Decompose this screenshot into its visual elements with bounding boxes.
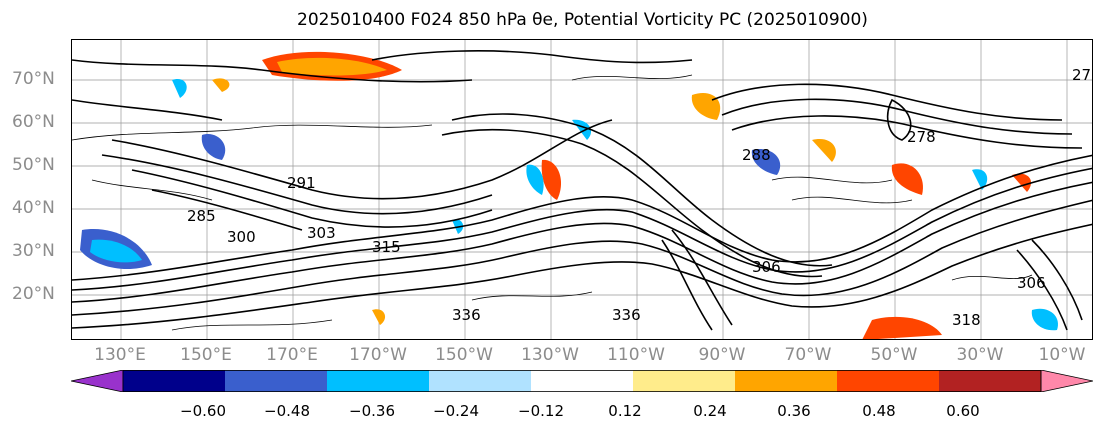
colorbar-tick-label: 0.60 bbox=[946, 402, 980, 420]
colorbar-segment bbox=[837, 370, 940, 392]
lon-label-50w: 50°W bbox=[870, 345, 918, 365]
lon-label-110w: 110°W bbox=[607, 345, 665, 365]
colorbar-segment bbox=[225, 370, 328, 392]
lat-label-60n: 60°N bbox=[12, 112, 55, 132]
colorbar-segment bbox=[735, 370, 838, 392]
colorbar-tick-label: 0.24 bbox=[693, 402, 727, 420]
pv-fill-patches bbox=[80, 51, 1058, 339]
contour-label-336-b: 336 bbox=[612, 306, 641, 324]
lon-label-130w: 130°W bbox=[521, 345, 579, 365]
lon-label-150e: 150°E bbox=[180, 345, 232, 365]
colorbar-tick-label: −0.12 bbox=[518, 402, 564, 420]
contour-label-300: 300 bbox=[227, 228, 256, 246]
theta-e-contours bbox=[72, 50, 1092, 331]
lon-label-90w: 90°W bbox=[698, 345, 746, 365]
lon-label-10w: 10°W bbox=[1038, 345, 1086, 365]
lon-label-170e: 170°E bbox=[266, 345, 318, 365]
colorbar bbox=[70, 369, 1094, 393]
contour-label-306-b: 306 bbox=[1017, 274, 1046, 292]
map-canvas: 285 291 300 303 315 336 336 318 306 279 … bbox=[72, 40, 1093, 339]
theta-e-fine-contours bbox=[72, 74, 1033, 331]
colorbar-segment bbox=[123, 370, 226, 392]
contour-label-303: 303 bbox=[307, 224, 336, 242]
map-title-text: 2025010400 F024 850 hPa θe, Potential Vo… bbox=[297, 10, 868, 30]
colorbar-segment bbox=[633, 370, 736, 392]
map-panel: 285 291 300 303 315 336 336 318 306 279 … bbox=[71, 39, 1093, 340]
colorbar-segment bbox=[939, 370, 1042, 392]
colorbar-tick-label: 0.12 bbox=[608, 402, 642, 420]
colorbar-frame bbox=[122, 370, 1042, 393]
lat-label-50n: 50°N bbox=[12, 155, 55, 175]
colorbar-tick-label: −0.36 bbox=[349, 402, 395, 420]
colorbar-segment bbox=[531, 370, 634, 392]
colorbar-tick-label: −0.60 bbox=[180, 402, 226, 420]
lon-label-170w: 170°W bbox=[349, 345, 407, 365]
lat-label-20n: 20°N bbox=[12, 284, 55, 304]
colorbar-canvas bbox=[70, 369, 1094, 393]
contour-label-306-a: 306 bbox=[752, 258, 781, 276]
lon-label-30w: 30°W bbox=[956, 345, 1004, 365]
contour-label-288: 288 bbox=[742, 146, 771, 164]
colorbar-extend-low bbox=[70, 369, 124, 393]
contour-label-285: 285 bbox=[187, 207, 216, 225]
lat-label-30n: 30°N bbox=[12, 241, 55, 261]
contour-label-279: 279 bbox=[1072, 66, 1093, 84]
colorbar-segment bbox=[327, 370, 430, 392]
colorbar-extend-high bbox=[1040, 369, 1094, 393]
lon-label-150w: 150°W bbox=[435, 345, 493, 365]
lat-label-40n: 40°N bbox=[12, 198, 55, 218]
contour-label-318: 318 bbox=[952, 311, 981, 329]
contour-label-group: 285 291 300 303 315 336 336 318 306 279 … bbox=[187, 66, 1093, 329]
lat-label-70n: 70°N bbox=[12, 69, 55, 89]
contour-label-336-a: 336 bbox=[452, 306, 481, 324]
colorbar-segment bbox=[429, 370, 532, 392]
colorbar-tick-label: −0.24 bbox=[433, 402, 479, 420]
graticule bbox=[72, 40, 1092, 339]
contour-label-315: 315 bbox=[372, 238, 401, 256]
colorbar-tick-label: 0.36 bbox=[777, 402, 811, 420]
colorbar-tick-label: −0.48 bbox=[264, 402, 310, 420]
map-title: 2025010400 F024 850 hPa θe, Potential Vo… bbox=[0, 10, 1105, 30]
contour-label-291: 291 bbox=[287, 174, 316, 192]
colorbar-tick-label: 0.48 bbox=[862, 402, 896, 420]
lon-label-130e: 130°E bbox=[94, 345, 146, 365]
lon-label-70w: 70°W bbox=[784, 345, 832, 365]
contour-label-278: 278 bbox=[907, 128, 936, 146]
